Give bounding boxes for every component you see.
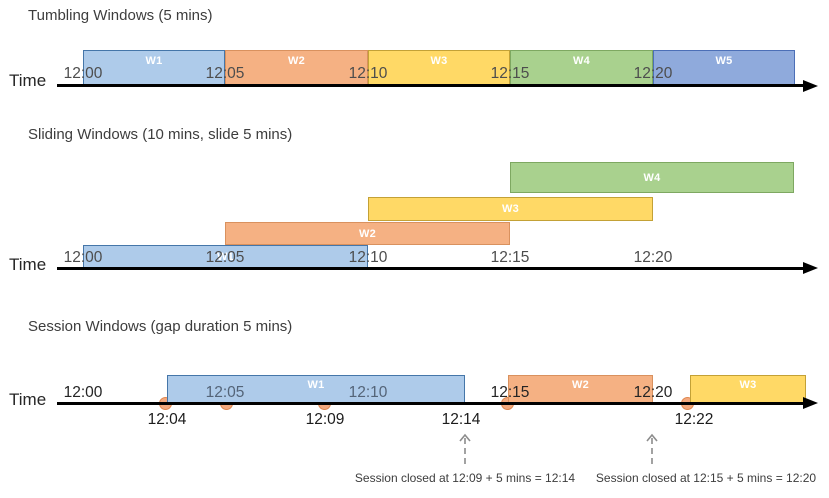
time-axis xyxy=(57,267,805,270)
event-time-label: 12:14 xyxy=(441,411,481,428)
tick-label: 12:05 xyxy=(205,249,245,266)
window-label: W1 xyxy=(216,250,235,263)
session-close-annotation: Session closed at 12:15 + 5 mins = 12:20 xyxy=(595,471,817,485)
sliding-window-w3: W3 xyxy=(368,197,653,221)
tick-label: 12:20 xyxy=(633,384,673,401)
axis-arrowhead-icon xyxy=(803,397,818,409)
tick-label: 12:20 xyxy=(633,65,673,82)
window-label: W3 xyxy=(430,55,448,67)
axis-arrowhead-icon xyxy=(803,80,818,92)
time-axis-label: Time xyxy=(9,255,47,274)
window-label: W3 xyxy=(501,203,520,215)
session-window-w3: W3 xyxy=(690,375,806,404)
tick-label: 12:05 xyxy=(205,384,245,401)
window-label: W5 xyxy=(715,55,733,67)
window-label: W4 xyxy=(572,55,591,67)
section-title: Sliding Windows (10 mins, slide 5 mins) xyxy=(28,126,293,143)
tumbling-window-w5: W5 xyxy=(653,50,795,85)
sliding-window-w2: W2 xyxy=(225,222,510,245)
axis-arrowhead-icon xyxy=(803,262,818,274)
tick-label: 12:15 xyxy=(490,384,530,401)
tick-label: 12:15 xyxy=(490,65,530,82)
time-axis xyxy=(57,402,805,405)
section-title: Session Windows (gap duration 5 mins) xyxy=(28,318,293,335)
tick-label: 12:15 xyxy=(490,249,530,266)
window-label: W2 xyxy=(358,227,377,240)
window-label: W1 xyxy=(307,379,325,391)
tumbling-window-w1: W1 xyxy=(83,50,225,85)
tumbling-window-w4: W4 xyxy=(510,50,653,85)
tick-label: 12:10 xyxy=(348,65,388,82)
session-close-arrow-icon xyxy=(646,433,658,468)
window-label: W2 xyxy=(571,379,590,391)
window-label: W3 xyxy=(739,379,757,391)
session-close-arrow-icon xyxy=(459,433,471,468)
tick-label: 12:00 xyxy=(63,249,103,266)
tick-label: 12:20 xyxy=(633,249,673,266)
tick-label: 12:00 xyxy=(63,65,103,82)
window-label: W2 xyxy=(287,55,306,67)
tumbling-window-w2: W2 xyxy=(225,50,368,85)
section-title: Tumbling Windows (5 mins) xyxy=(28,7,213,24)
time-axis-label: Time xyxy=(9,71,47,90)
window-label: W4 xyxy=(643,171,661,184)
window-label: W1 xyxy=(145,55,163,67)
time-axis xyxy=(57,84,805,87)
sliding-window-w4: W4 xyxy=(510,162,794,193)
tick-label: 12:10 xyxy=(348,249,388,266)
tick-label: 12:00 xyxy=(63,384,103,401)
session-close-annotation: Session closed at 12:09 + 5 mins = 12:14 xyxy=(354,471,576,485)
tick-label: 12:05 xyxy=(205,65,245,82)
tick-label: 12:10 xyxy=(348,384,388,401)
event-time-label: 12:22 xyxy=(674,411,714,428)
time-axis-label: Time xyxy=(9,390,47,409)
event-time-label: 12:09 xyxy=(305,411,345,428)
event-time-label: 12:04 xyxy=(147,411,187,428)
